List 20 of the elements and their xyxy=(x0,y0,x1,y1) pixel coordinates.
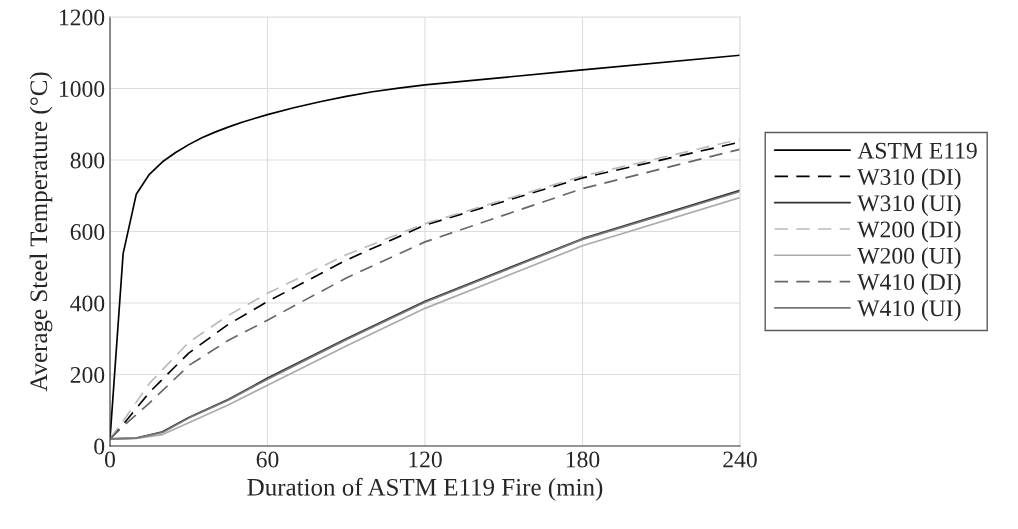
y-axis-title: Average Steel Temperature (°C) xyxy=(29,72,53,392)
legend-label: W200 (UI) xyxy=(857,247,961,269)
y-tick-label: 0 xyxy=(94,438,105,455)
y-tick-label: 1200 xyxy=(59,9,105,26)
legend-label: W310 (DI) xyxy=(857,168,961,190)
x-axis-title: Duration of ASTM E119 Fire (min) xyxy=(247,477,603,501)
legend-label: W200 (DI) xyxy=(857,220,961,243)
x-tick-label: 60 xyxy=(256,451,279,468)
legend-label: W410 (UI) xyxy=(857,299,961,322)
x-tick-label: 120 xyxy=(409,451,442,468)
y-tick-label: 600 xyxy=(70,223,105,240)
legend-label: W410 (DI) xyxy=(857,273,961,295)
y-tick-label: 1000 xyxy=(59,80,105,97)
legend-label: ASTM E119 xyxy=(857,142,977,159)
legend-label: W310 (UI) xyxy=(857,194,961,216)
y-tick-label: 200 xyxy=(70,366,105,383)
y-tick-label: 400 xyxy=(70,295,105,312)
x-tick-label: 240 xyxy=(723,451,757,468)
x-tick-label: 180 xyxy=(566,451,600,468)
y-tick-label: 800 xyxy=(70,152,105,169)
